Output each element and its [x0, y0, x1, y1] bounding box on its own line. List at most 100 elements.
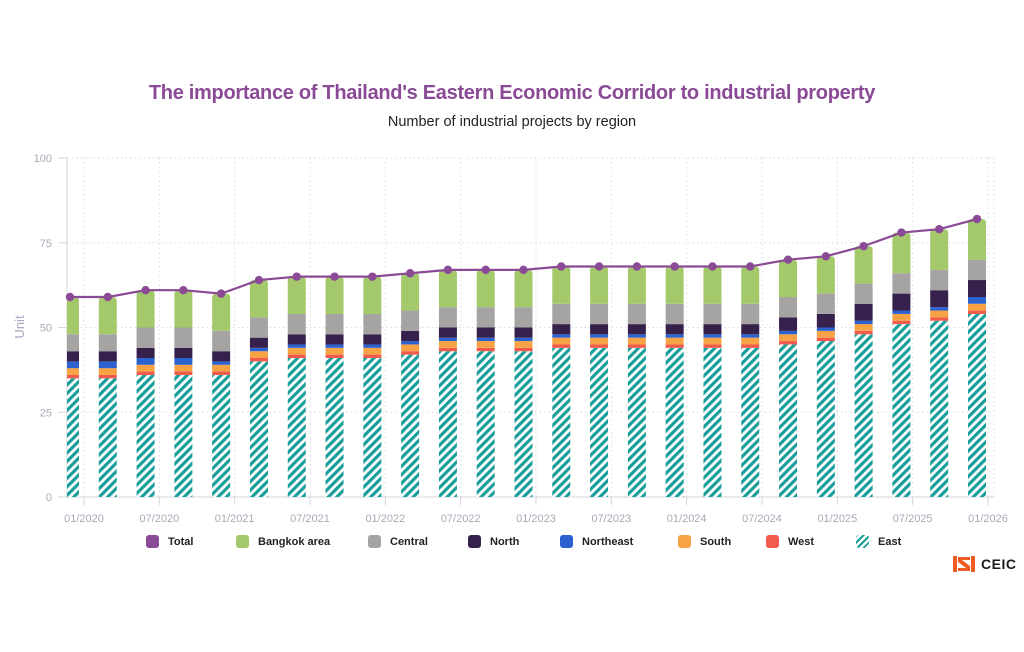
- total-point[interactable]: [557, 262, 566, 271]
- bar-segment-northeast[interactable]: [779, 330, 798, 335]
- bar-segment-northeast[interactable]: [741, 334, 760, 338]
- bar-segment-west[interactable]: [627, 344, 646, 348]
- bar-segment-west[interactable]: [438, 347, 457, 352]
- bar-segment-south[interactable]: [249, 351, 268, 359]
- bar-segment-north[interactable]: [703, 324, 722, 335]
- bar-segment-bangkok[interactable]: [741, 266, 760, 304]
- bar-segment-central[interactable]: [703, 303, 722, 325]
- bar-segment-west[interactable]: [552, 344, 571, 348]
- bar-segment-bangkok[interactable]: [136, 290, 155, 328]
- bar-segment-west[interactable]: [703, 344, 722, 348]
- bar-segment-north[interactable]: [174, 347, 193, 359]
- bar-segment-north[interactable]: [363, 334, 382, 345]
- bar-segment-north[interactable]: [627, 324, 646, 335]
- bar-segment-central[interactable]: [968, 259, 986, 281]
- bar-segment-bangkok[interactable]: [476, 269, 495, 308]
- legend-item-northeast[interactable]: Northeast: [560, 535, 633, 548]
- bar-segment-north[interactable]: [930, 290, 949, 308]
- bar-segment-north[interactable]: [325, 334, 344, 345]
- bar-segment-central[interactable]: [741, 303, 760, 325]
- bar-segment-northeast[interactable]: [514, 337, 533, 342]
- total-point[interactable]: [519, 265, 528, 275]
- bar-segment-south[interactable]: [287, 347, 306, 355]
- bar-segment-west[interactable]: [98, 374, 117, 379]
- bar-segment-north[interactable]: [98, 351, 117, 362]
- bar-segment-central[interactable]: [892, 273, 911, 294]
- total-point[interactable]: [859, 241, 868, 251]
- bar-segment-east[interactable]: [665, 347, 684, 497]
- total-point[interactable]: [405, 269, 415, 278]
- bar-segment-west[interactable]: [854, 330, 873, 335]
- total-point[interactable]: [330, 272, 339, 281]
- bar-segment-east[interactable]: [363, 358, 382, 497]
- bar-segment-central[interactable]: [552, 303, 571, 325]
- bar-segment-northeast[interactable]: [136, 358, 155, 365]
- bar-segment-central[interactable]: [816, 293, 835, 314]
- bar-segment-northeast[interactable]: [61, 361, 79, 369]
- total-point[interactable]: [254, 275, 264, 285]
- bar-segment-south[interactable]: [61, 368, 79, 375]
- bar-segment-south[interactable]: [174, 364, 193, 372]
- bar-segment-northeast[interactable]: [892, 310, 911, 314]
- bar-segment-west[interactable]: [968, 310, 986, 314]
- bar-segment-bangkok[interactable]: [930, 229, 949, 270]
- bar-segment-east[interactable]: [703, 347, 722, 497]
- bar-segment-south[interactable]: [136, 364, 155, 372]
- bar-segment-central[interactable]: [590, 303, 609, 325]
- bar-segment-south[interactable]: [514, 341, 533, 348]
- bar-segment-east[interactable]: [930, 320, 949, 497]
- legend-item-west[interactable]: West: [766, 535, 814, 548]
- bar-segment-west[interactable]: [476, 347, 495, 352]
- legend-item-north[interactable]: North: [468, 535, 519, 548]
- bar-segment-central[interactable]: [627, 303, 646, 325]
- total-point[interactable]: [821, 252, 831, 261]
- bar-segment-bangkok[interactable]: [212, 293, 231, 331]
- total-point[interactable]: [368, 272, 377, 281]
- bar-segment-north[interactable]: [438, 327, 457, 338]
- total-point[interactable]: [141, 286, 150, 295]
- bar-segment-central[interactable]: [325, 313, 344, 335]
- bar-segment-bangkok[interactable]: [703, 266, 722, 304]
- bar-segment-south[interactable]: [401, 344, 420, 352]
- bar-segment-south[interactable]: [212, 364, 231, 372]
- bar-segment-northeast[interactable]: [665, 334, 684, 338]
- total-point[interactable]: [292, 272, 301, 281]
- bar-segment-south[interactable]: [968, 303, 986, 311]
- bar-segment-central[interactable]: [174, 327, 193, 348]
- bar-segment-south[interactable]: [930, 310, 949, 318]
- bar-segment-central[interactable]: [514, 307, 533, 328]
- legend-item-total[interactable]: Total: [146, 535, 193, 548]
- bar-segment-north[interactable]: [968, 280, 986, 297]
- bar-segment-north[interactable]: [61, 351, 79, 362]
- bar-segment-south[interactable]: [816, 330, 835, 338]
- bar-segment-east[interactable]: [627, 347, 646, 497]
- bar-segment-north[interactable]: [552, 324, 571, 335]
- bar-segment-bangkok[interactable]: [514, 269, 533, 308]
- bar-segment-south[interactable]: [741, 337, 760, 345]
- bar-segment-central[interactable]: [438, 307, 457, 328]
- bar-segment-west[interactable]: [401, 351, 420, 355]
- bar-segment-bangkok[interactable]: [552, 266, 571, 304]
- bar-segment-central[interactable]: [249, 317, 268, 338]
- bar-segment-bangkok[interactable]: [363, 276, 382, 314]
- bar-segment-east[interactable]: [136, 374, 155, 497]
- bar-segment-northeast[interactable]: [212, 361, 231, 365]
- bar-segment-northeast[interactable]: [854, 320, 873, 325]
- total-point[interactable]: [594, 262, 604, 271]
- bar-segment-central[interactable]: [98, 334, 117, 352]
- total-point[interactable]: [632, 262, 642, 271]
- bar-segment-west[interactable]: [930, 317, 949, 321]
- bar-segment-northeast[interactable]: [325, 344, 344, 348]
- bar-segment-west[interactable]: [816, 337, 835, 342]
- bar-segment-central[interactable]: [363, 313, 382, 335]
- bar-segment-south[interactable]: [98, 368, 117, 375]
- bar-segment-central[interactable]: [779, 296, 798, 318]
- bar-segment-east[interactable]: [476, 351, 495, 497]
- bar-segment-east[interactable]: [401, 354, 420, 497]
- bar-segment-northeast[interactable]: [476, 337, 495, 342]
- bar-segment-west[interactable]: [779, 341, 798, 345]
- bar-segment-south[interactable]: [703, 337, 722, 345]
- bar-segment-south[interactable]: [854, 324, 873, 331]
- bar-segment-bangkok[interactable]: [98, 296, 117, 335]
- bar-segment-east[interactable]: [854, 334, 873, 497]
